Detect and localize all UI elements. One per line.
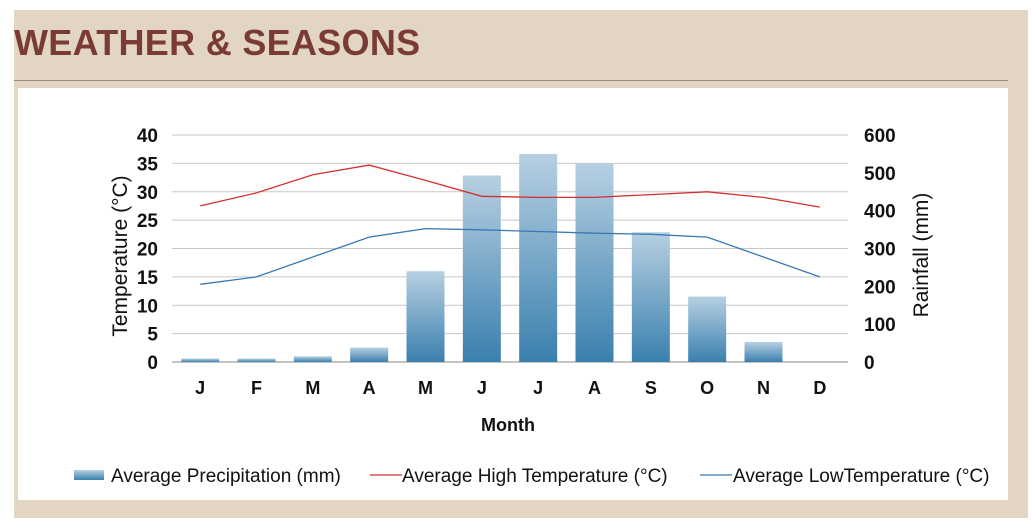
y-right-tick-label: 400 xyxy=(864,202,896,223)
y-left-tick-label: 30 xyxy=(137,183,158,204)
precipitation-bar xyxy=(744,341,783,362)
precipitation-bar xyxy=(575,163,614,362)
x-tick-label: M xyxy=(418,378,433,398)
x-tick-label: A xyxy=(363,378,376,398)
low-temperature-line xyxy=(200,227,821,285)
x-tick-label: M xyxy=(305,378,320,398)
y-left-tick-label: 40 xyxy=(137,126,158,147)
y-right-tick-label: 200 xyxy=(864,277,896,298)
legend: Average Precipitation (mm) Average High … xyxy=(74,466,989,487)
y-right-tick-label: 300 xyxy=(864,240,896,261)
temperature-lines xyxy=(200,164,821,285)
page-title: WEATHER & SEASONS xyxy=(14,22,421,63)
x-tick-label: F xyxy=(251,378,262,398)
precipitation-bar xyxy=(688,296,727,362)
y-left-tick-label: 0 xyxy=(147,353,158,374)
y-left-tick-label: 10 xyxy=(137,296,158,317)
y-left-tick-label: 25 xyxy=(137,211,159,232)
x-tick-label: S xyxy=(645,378,657,398)
x-tick-label: O xyxy=(700,378,714,398)
legend-swatch-precipitation xyxy=(74,470,104,480)
chart-card xyxy=(18,88,1008,500)
x-tick-label: A xyxy=(588,378,601,398)
y-right-tick-label: 0 xyxy=(864,353,875,374)
high-temperature-line xyxy=(200,164,820,208)
x-tick-label: N xyxy=(757,378,770,398)
y-axis-right-title: Rainfall (mm) xyxy=(910,193,933,318)
y-axis-left-title: Temperature (°C) xyxy=(109,175,132,336)
y-left-tick-label: 15 xyxy=(137,268,159,289)
legend-label-precipitation: Average Precipitation (mm) xyxy=(111,466,341,487)
precipitation-bar xyxy=(519,153,558,362)
precipitation-bars xyxy=(181,153,783,362)
y-left-tick-label: 35 xyxy=(137,154,159,175)
y-right-tick-label: 500 xyxy=(864,164,896,185)
x-tick-label: J xyxy=(477,378,487,398)
title-divider xyxy=(14,80,1008,81)
y-left-tick-label: 20 xyxy=(137,240,158,261)
y-right-tick-label: 600 xyxy=(864,126,896,147)
precipitation-bar xyxy=(462,175,501,362)
precipitation-bar xyxy=(631,232,670,362)
precipitation-bar xyxy=(181,358,220,362)
y-right-tick-label: 100 xyxy=(864,315,896,336)
legend-label-low-temp: Average LowTemperature (°C) xyxy=(733,466,989,487)
precipitation-bar xyxy=(237,358,276,362)
legend-label-high-temp: Average High Temperature (°C) xyxy=(402,466,668,487)
precipitation-bar xyxy=(350,347,389,362)
x-tick-label: D xyxy=(813,378,826,398)
x-tick-label: J xyxy=(195,378,205,398)
x-axis-title: Month xyxy=(481,415,535,435)
x-tick-label: J xyxy=(533,378,543,398)
precipitation-bar xyxy=(293,356,332,362)
grid-lines xyxy=(172,134,848,363)
y-left-tick-label: 5 xyxy=(147,325,158,346)
precipitation-bar xyxy=(406,271,445,362)
